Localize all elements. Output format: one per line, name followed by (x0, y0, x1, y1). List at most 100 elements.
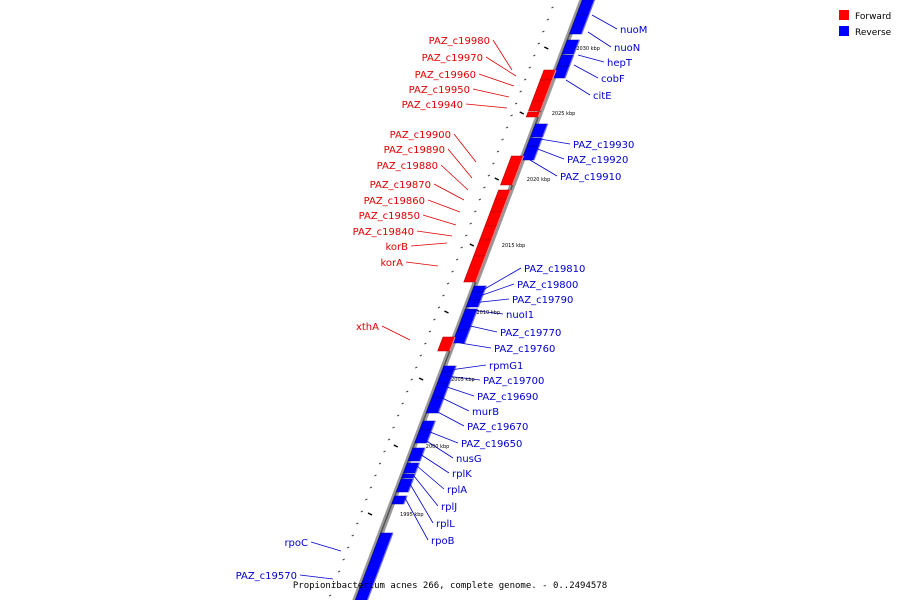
gene-label-reverse[interactable]: PAZ_c19800 (517, 280, 578, 291)
gene-leader-line (410, 242, 448, 247)
gene-label-forward[interactable]: PAZ_c19950 (409, 85, 470, 96)
gene-label-reverse[interactable]: citE (593, 91, 612, 102)
gene-label-forward[interactable]: PAZ_c19960 (415, 70, 476, 81)
gene-leader-line (465, 324, 498, 333)
scale-tick (337, 570, 341, 573)
legend-label-reverse: Reverse (855, 28, 892, 38)
gene-label-reverse[interactable]: rpoB (431, 536, 455, 547)
scale-tick (378, 462, 382, 465)
scale-tick (501, 138, 504, 141)
gene-block-highlight (501, 198, 508, 213)
gene-label-reverse[interactable]: nuoN (614, 43, 640, 54)
gene-label-reverse[interactable]: PAZ_c19760 (494, 344, 555, 355)
kbp-tick (418, 377, 424, 381)
scale-tick (510, 114, 513, 117)
gene-label-reverse[interactable]: rpmG1 (489, 361, 523, 372)
kbp-label: 2015 kbp (502, 243, 526, 249)
gene-label-reverse[interactable]: PAZ_c19920 (567, 155, 628, 166)
gene-block-highlight (414, 462, 420, 474)
legend-label-forward: Forward (855, 12, 891, 22)
gene-leader-line (447, 148, 473, 179)
gene-leader-line (471, 298, 510, 304)
kbp-tick (543, 46, 549, 50)
gene-block-highlight (511, 155, 525, 186)
scale-tick (524, 78, 527, 81)
gene-block-forward (500, 155, 524, 186)
gene-label-forward[interactable]: PAZ_c19860 (364, 196, 425, 207)
gene-leader-line (404, 497, 429, 541)
scale-tick (410, 378, 413, 381)
gene-label-forward[interactable]: PAZ_c19850 (359, 211, 420, 222)
scale-tick (374, 474, 377, 477)
gene-label-reverse[interactable]: PAZ_c19770 (500, 328, 561, 339)
gene-label-reverse[interactable]: rplJ (441, 502, 457, 513)
gene-leader-line (424, 439, 454, 459)
gene-label-reverse[interactable]: PAZ_c19700 (483, 376, 544, 387)
scale-tick (492, 162, 495, 165)
gene-label-forward[interactable]: xthA (356, 322, 379, 333)
gene-leader-line (475, 267, 522, 295)
gene-block-highlight (475, 255, 487, 283)
gene-label-reverse[interactable]: hepT (607, 58, 633, 69)
gene-block-highlight (485, 239, 493, 257)
scale-tick (437, 306, 441, 309)
gene-block-highlight (533, 145, 540, 161)
scale-tick (546, 18, 550, 21)
gene-label-forward[interactable]: PAZ_c19880 (377, 161, 438, 172)
gene-block-highlight (419, 447, 426, 462)
scale-tick (360, 510, 364, 513)
gene-label-reverse[interactable]: rplL (436, 519, 455, 530)
gene-label-forward[interactable]: PAZ_c19900 (390, 130, 451, 141)
gene-label-reverse[interactable]: nuoI1 (506, 310, 534, 321)
kbp-label: 2010 kbp (476, 310, 500, 316)
gene-leader-line (422, 214, 457, 226)
legend-swatch-reverse (839, 26, 849, 36)
kbp-tick (469, 243, 475, 247)
gene-leader-line (433, 409, 465, 427)
legend-swatch-forward (839, 10, 849, 20)
scale-tick (328, 594, 332, 597)
gene-label-reverse[interactable]: murB (472, 407, 499, 418)
kbp-label: 2005 kbp (451, 377, 475, 383)
gene-label-forward[interactable]: PAZ_c19970 (422, 53, 483, 64)
kbp-tick (494, 177, 500, 181)
gene-label-reverse[interactable]: PAZ_c19790 (512, 295, 573, 306)
gene-leader-line (473, 283, 515, 299)
scale-tick (519, 90, 522, 93)
gene-label-reverse[interactable]: PAZ_c19810 (524, 264, 585, 275)
gene-label-reverse[interactable]: PAZ_c19910 (560, 172, 621, 183)
scale-tick (365, 498, 368, 501)
gene-block-highlight (551, 69, 557, 81)
gene-label-forward[interactable]: PAZ_c19840 (353, 227, 414, 238)
gene-label-reverse[interactable]: rplK (452, 469, 472, 480)
gene-leader-line (445, 375, 481, 381)
gene-label-reverse[interactable]: PAZ_c19670 (467, 422, 528, 433)
scale-tick (446, 282, 450, 285)
gene-label-reverse[interactable]: cobF (601, 74, 625, 85)
gene-block-highlight (506, 189, 512, 201)
gene-block-highlight (431, 420, 436, 431)
gene-label-forward[interactable]: korB (385, 242, 408, 253)
gene-leader-line (310, 541, 342, 552)
gene-label-reverse[interactable]: nuoM (620, 25, 647, 36)
gene-label-forward[interactable]: PAZ_c19980 (429, 36, 490, 47)
gene-label-reverse[interactable]: PAZ_c19650 (461, 439, 522, 450)
gene-label-reverse[interactable]: nusG (456, 454, 482, 465)
gene-label-forward[interactable]: PAZ_c19940 (402, 100, 463, 111)
scale-tick (487, 174, 491, 177)
scale-tick (514, 102, 518, 105)
gene-label-reverse[interactable]: PAZ_c19930 (573, 140, 634, 151)
gene-label-forward[interactable]: korA (380, 258, 403, 269)
gene-leader-line (534, 147, 565, 160)
gene-label-forward[interactable]: PAZ_c19890 (384, 145, 445, 156)
gene-block-highlight (539, 100, 545, 112)
gene-leader-line (416, 230, 453, 237)
scale-tick (392, 426, 395, 429)
scale-tick (419, 354, 423, 357)
scale-tick (383, 450, 386, 453)
gene-label-reverse[interactable]: PAZ_c19690 (477, 392, 538, 403)
gene-label-forward[interactable]: PAZ_c19870 (370, 180, 431, 191)
gene-label-reverse[interactable]: PAZ_c19570 (236, 571, 297, 582)
gene-label-reverse[interactable]: rpoC (284, 538, 308, 549)
gene-label-reverse[interactable]: rplA (447, 485, 467, 496)
